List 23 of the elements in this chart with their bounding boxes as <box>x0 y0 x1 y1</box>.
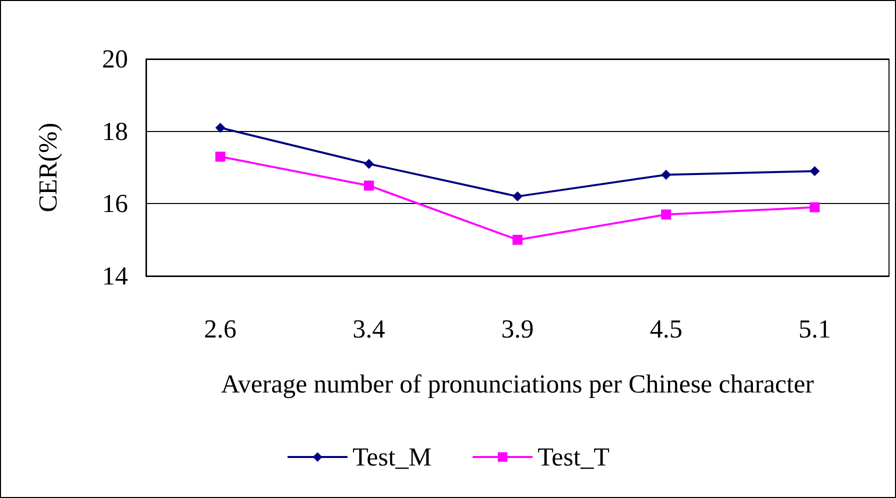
point <box>512 191 522 202</box>
point <box>512 234 522 245</box>
y-tick-label: 20 <box>102 44 128 74</box>
x-tick-label: 5.1 <box>798 314 831 344</box>
legend-label: Test_T <box>538 442 610 472</box>
x-tick-label: 3.9 <box>501 314 534 344</box>
y-axis-title: CER(%) <box>34 122 62 212</box>
point <box>810 166 820 176</box>
point <box>215 122 226 133</box>
y-tick-label: 14 <box>102 262 128 290</box>
point <box>661 210 672 220</box>
point <box>215 152 226 162</box>
point <box>364 158 374 169</box>
point <box>810 202 820 212</box>
y-tick-label: 16 <box>102 189 128 218</box>
x-tick-label: 3.4 <box>352 314 386 344</box>
point <box>661 170 672 180</box>
y-tick-label: 18 <box>102 116 128 146</box>
x-tick-label: 2.6 <box>204 314 237 344</box>
x-axis-title: Average number of pronunciations per Chinese character <box>221 370 814 398</box>
point <box>364 180 374 191</box>
x-tick-label: 4.5 <box>650 314 682 344</box>
legend-label: Test_M <box>352 442 432 472</box>
